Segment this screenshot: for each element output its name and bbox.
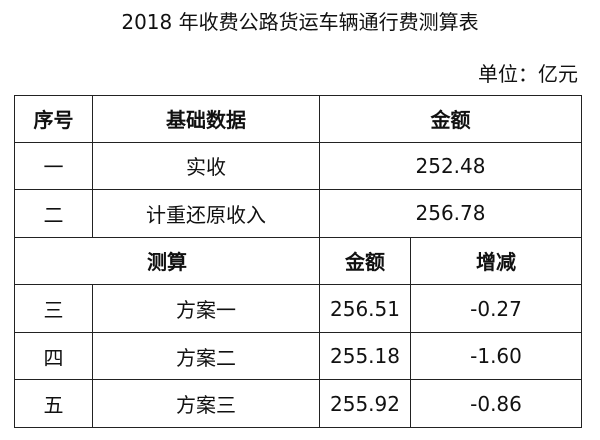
table-cell: 256.51 (320, 285, 411, 333)
table-cell: 四 (15, 332, 93, 381)
table-cell: 方案一 (93, 285, 320, 333)
table-cell: -0.27 (411, 285, 582, 333)
table: 序号 基础数据 金额一实收 252.48 二计重还原收入 256.78 测算 金额 增减三方案一… (14, 95, 582, 428)
table-cell: 序号 (15, 95, 93, 143)
table-cell: 金额 (320, 237, 411, 286)
table-cell: 基础数据 (93, 95, 320, 143)
table-cell: 255.92 (320, 380, 411, 428)
table-cell: 一 (15, 142, 93, 191)
table-cell: 金额 (320, 95, 582, 143)
table-cell: 三 (15, 285, 93, 333)
table-cell: 增减 (411, 237, 582, 286)
table-cell: 测算 (15, 237, 320, 286)
table-cell: 256.78 (320, 190, 582, 238)
table-cell: 二 (15, 190, 93, 238)
table-cell: 方案二 (93, 332, 320, 381)
unit: 单位：亿元 (478, 62, 578, 86)
title: 2018 年收费公路货运车辆通行费测算表 (121, 10, 479, 34)
table-cell: 方案三 (93, 380, 320, 428)
table-cell: 五 (15, 380, 93, 428)
table-cell: 计重还原收入 (93, 190, 320, 238)
table-cell: -1.60 (411, 332, 582, 381)
table-cell: 255.18 (320, 332, 411, 381)
table-cell: 252.48 (320, 142, 582, 191)
table-cell: -0.86 (411, 380, 582, 428)
table-cell: 实收 (93, 142, 320, 191)
